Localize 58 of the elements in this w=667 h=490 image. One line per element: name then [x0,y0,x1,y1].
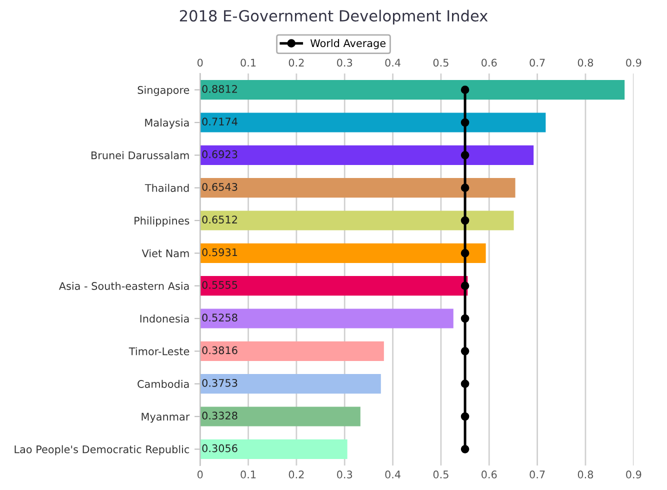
data-label: 0.6543 [202,182,238,191]
x2-tick-label: 0.5 [433,58,448,67]
data-label: 0.6923 [202,150,238,158]
data-label: 0.5931 [202,248,238,256]
data-label: 0.3753 [202,378,238,387]
y-tick-label: Philippines [134,216,190,227]
y-tick-label: Viet Nam [142,249,189,258]
y-tick-label: Malaysia [145,118,189,129]
bar [200,341,384,361]
x2-tick-label: 0.2 [288,58,304,67]
x-tick-label: 0 [197,470,203,478]
x-tick-label: 0.5 [433,470,448,478]
x-tick-label: 0.9 [626,470,642,478]
x-tick-label: 0.1 [240,470,256,478]
legend-label: World Average [310,39,386,50]
x2-tick-label: 0 [197,58,203,67]
bar [200,308,454,328]
x-tick-label: 0.4 [385,470,400,478]
x2-tick-label: 0.6 [482,58,497,67]
bar [200,439,348,459]
y-tick-label: Singapore [138,86,190,96]
y-tick-label: Thailand [144,184,189,192]
y-tick-label: Brunei Darussalam [92,151,189,160]
x2-tick-label: 0.4 [385,58,400,67]
data-label: 0.5555 [202,280,238,289]
chart-title: 2018 E-Government Development Index [180,10,488,25]
data-label: 0.8812 [202,84,237,93]
x-tick-label: 0.7 [530,470,545,478]
x2-tick-label: 0.7 [530,58,545,67]
x-tick-label: 0.3 [337,470,352,478]
data-label: 0.3328 [202,412,238,420]
bar [200,374,381,394]
bar [200,112,546,132]
y-tick-label: Asia - South-eastern Asia [58,282,189,290]
bar [200,276,468,296]
bar [200,145,534,165]
data-label: 0.3056 [202,444,238,452]
bar [200,243,486,263]
bar [200,80,625,100]
x-tick-label: 0.6 [482,470,497,478]
bar [200,406,360,426]
data-label: 0.7174 [202,118,238,126]
y-tick-label: Indonesia [140,314,189,323]
x2-tick-label: 0.1 [240,58,256,67]
x-tick-label: 0.8 [578,470,594,478]
y-tick-label: Timor-Leste [128,347,190,356]
x-tick-label: 0.2 [288,470,304,478]
data-label: 0.5258 [202,314,238,322]
x2-tick-label: 0.8 [578,58,594,67]
x2-tick-label: 0.3 [337,58,352,67]
y-tick-label: Lao People's Democratic Republic [14,445,190,456]
x2-tick-label: 0.9 [626,58,642,67]
y-tick-label: Myanmar [142,412,190,423]
bar [200,178,516,198]
data-label: 0.6512 [202,216,237,224]
data-label: 0.3816 [202,346,238,354]
y-tick-label: Cambodia [138,380,189,388]
bar [200,210,514,230]
